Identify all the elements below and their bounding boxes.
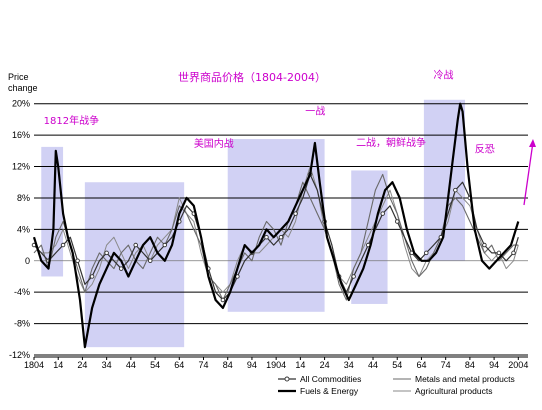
x-tick-label: 74 xyxy=(441,360,451,370)
data-point xyxy=(293,211,298,216)
data-point xyxy=(380,211,385,216)
data-point xyxy=(220,297,226,303)
x-tick-label: 24 xyxy=(77,360,87,370)
data-point xyxy=(496,250,502,256)
x-tick-label: 54 xyxy=(392,360,402,370)
data-point xyxy=(351,274,356,279)
data-point xyxy=(104,250,109,256)
x-tick-label: 14 xyxy=(53,360,63,370)
x-tick-label: 1804 xyxy=(24,360,44,370)
data-point xyxy=(453,187,458,193)
data-point xyxy=(133,242,138,248)
data-point xyxy=(147,258,153,264)
y-tick-label: -8% xyxy=(14,319,30,329)
y-axis-label-line2: change xyxy=(8,83,38,93)
x-tick-label: 44 xyxy=(368,360,378,370)
y-tick-label: 20% xyxy=(12,99,30,109)
data-point xyxy=(60,242,66,248)
gridlines xyxy=(34,103,528,356)
shaded-period-1 xyxy=(41,146,64,277)
y-tick-label: 0 xyxy=(25,256,30,266)
data-point xyxy=(394,219,400,224)
annotation-3: 一战 xyxy=(305,106,325,118)
y-tick-label: -12% xyxy=(9,350,30,360)
legend: All Commodities Metals and metal products… xyxy=(278,374,515,396)
data-point xyxy=(162,242,168,248)
annotation-2: 美国内战 xyxy=(194,137,234,150)
annotation-5: 冷战 xyxy=(434,69,454,82)
data-point xyxy=(278,234,284,240)
data-point xyxy=(511,250,516,256)
data-point xyxy=(482,242,487,248)
y-tick-label: 16% xyxy=(12,130,30,140)
x-tick-label: 84 xyxy=(465,360,475,370)
series-lines xyxy=(31,102,520,349)
x-tick-label: 14 xyxy=(295,360,305,370)
legend-label: All Commodities xyxy=(300,374,361,384)
x-tick-label: 64 xyxy=(416,360,426,370)
y-tick-label: 8% xyxy=(17,193,30,203)
x-tick-label: 1904 xyxy=(266,360,286,370)
data-point xyxy=(75,258,80,264)
data-point xyxy=(89,274,95,279)
data-point xyxy=(424,250,429,256)
y-tick-label: 4% xyxy=(17,224,30,234)
x-tick-label: 64 xyxy=(174,360,184,370)
data-point xyxy=(118,266,124,271)
legend-label: Agricultural products xyxy=(415,386,492,396)
x-tick-label: 24 xyxy=(320,360,330,370)
shaded-period-5 xyxy=(423,99,466,261)
annotation-4: 二战，朝鲜战争 xyxy=(356,136,426,149)
axes: 20% 16% 12% 8% 4% 0 -4% -8% -12%1804 14 24 34 44 54 64… xyxy=(9,99,528,370)
shaded-periods xyxy=(41,99,466,348)
data-point xyxy=(264,234,269,240)
x-tick-label: 44 xyxy=(126,360,136,370)
x-tick-label: 84 xyxy=(223,360,233,370)
legend-label: Fuels & Energy xyxy=(300,386,359,396)
x-tick-label: 34 xyxy=(102,360,112,370)
annotation-arrow xyxy=(523,141,534,206)
chart-title: 世界商品价格（1804-2004） xyxy=(178,70,326,84)
x-tick-label: 54 xyxy=(150,360,160,370)
legend-marker xyxy=(284,376,290,382)
x-tick-label: 34 xyxy=(344,360,354,370)
y-axis-label-line1: Price xyxy=(8,72,29,82)
x-tick-label: 94 xyxy=(489,360,499,370)
annotation-6: 反恐 xyxy=(475,143,495,155)
y-tick-label: -4% xyxy=(14,287,30,297)
series-line-metals-and-metal-products xyxy=(33,173,519,301)
annotation-arrowhead xyxy=(529,139,536,147)
x-tick-label: 94 xyxy=(247,360,257,370)
annotation-1: 1812年战争 xyxy=(44,114,99,127)
x-tick-label: 2004 xyxy=(508,360,528,370)
y-tick-label: 12% xyxy=(12,162,30,172)
shaded-period-3 xyxy=(227,139,325,312)
x-tick-label: 74 xyxy=(199,360,209,370)
series-line-fuels-energy xyxy=(32,102,520,349)
legend-label: Metals and metal products xyxy=(415,374,515,384)
